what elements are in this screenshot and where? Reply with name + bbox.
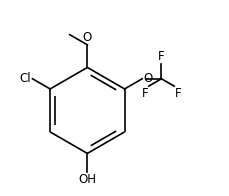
Text: F: F — [175, 87, 181, 100]
Text: O: O — [143, 72, 153, 85]
Text: O: O — [83, 31, 92, 44]
Text: Cl: Cl — [20, 72, 31, 85]
Text: F: F — [158, 50, 165, 63]
Text: F: F — [141, 87, 148, 100]
Text: OH: OH — [78, 173, 96, 186]
